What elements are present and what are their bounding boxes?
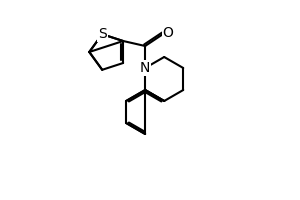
Text: O: O	[163, 26, 174, 40]
Text: S: S	[98, 27, 106, 41]
Text: N: N	[140, 61, 150, 75]
